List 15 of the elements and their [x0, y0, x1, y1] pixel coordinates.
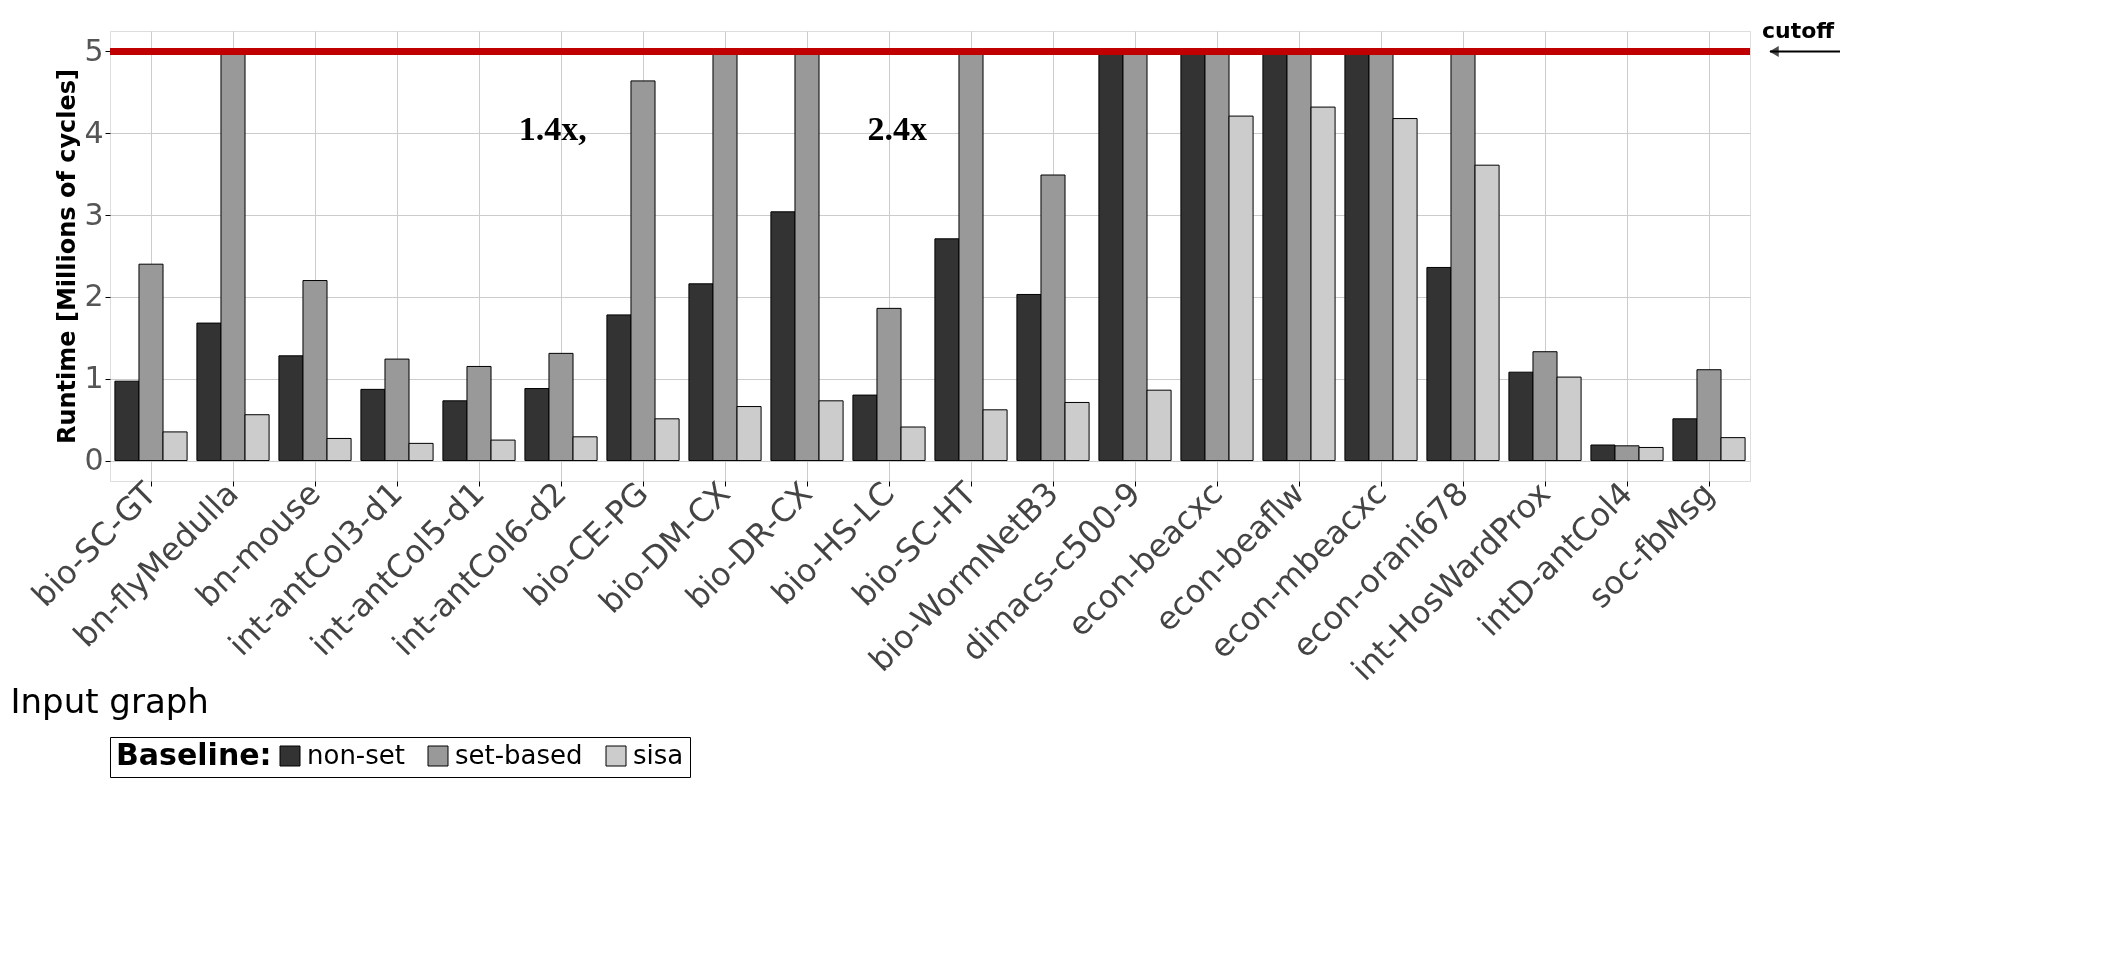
y-tick-label: 0 [84, 442, 104, 478]
y-tick-label: 5 [84, 32, 104, 68]
y-tick-label: 1 [84, 360, 104, 396]
y-tick-label: 2 [84, 278, 104, 314]
x-axis-title: Input graph [10, 680, 209, 721]
ref-line-label: cutoff [1762, 18, 1836, 44]
legend-title: Baseline: [116, 737, 272, 772]
legend-label: sisa [633, 740, 684, 770]
y-axis-title: Runtime [Millions of cycles] [53, 68, 82, 445]
legend-label: non-set [307, 740, 405, 770]
annotation: 2.4x [867, 110, 927, 147]
y-tick-label: 4 [84, 114, 104, 150]
legend-label: set-based [455, 740, 583, 770]
annotation: 1.4x, [518, 110, 587, 147]
y-tick-label: 3 [84, 196, 104, 232]
